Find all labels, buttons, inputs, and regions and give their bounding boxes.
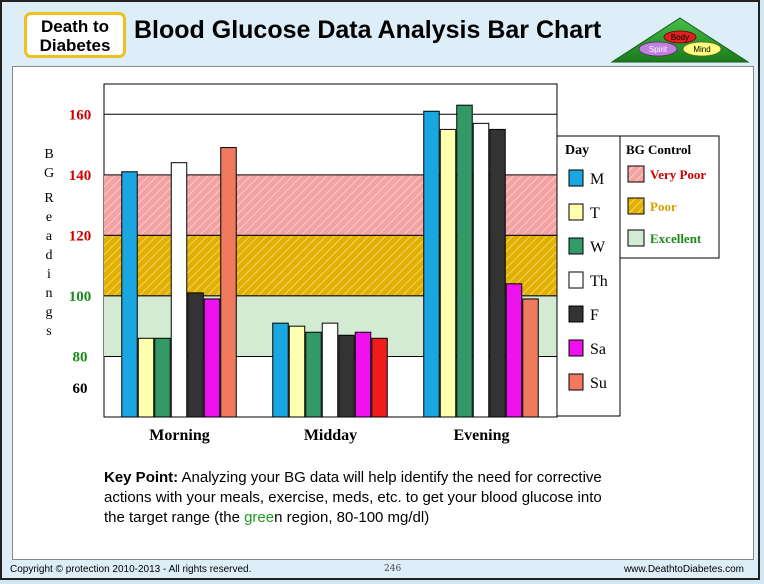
bar-morning-w bbox=[154, 337, 171, 418]
y-axis-title-char: a bbox=[46, 229, 53, 244]
y-axis-title-char: g bbox=[46, 305, 53, 320]
bar-morning-sa bbox=[203, 298, 221, 418]
bar-midday-m bbox=[272, 322, 289, 418]
pyramid-body-label: Body bbox=[671, 33, 689, 42]
legend-label-t: T bbox=[590, 205, 600, 222]
body-spirit-mind-pyramid: Body Spirit Mind bbox=[610, 17, 750, 63]
y-axis-title-char: n bbox=[46, 286, 53, 301]
bar-morning-t bbox=[137, 337, 155, 418]
legend-label-su: Su bbox=[590, 375, 607, 392]
bar-evening-t bbox=[439, 128, 457, 418]
bg-control-legend-title: BG Control bbox=[626, 142, 692, 157]
bar-evening-sa bbox=[505, 283, 523, 418]
y-tick-label: 80 bbox=[73, 349, 88, 365]
y-axis-title-char: i bbox=[47, 267, 51, 282]
y-tick-label: 120 bbox=[69, 228, 92, 244]
key-point-end: n region, 80-100 mg/dl) bbox=[274, 509, 430, 526]
bar-evening-su bbox=[522, 298, 539, 418]
bg-control-label: Excellent bbox=[650, 231, 702, 246]
y-axis-title-char: B bbox=[44, 147, 53, 162]
bar-morning-m bbox=[121, 171, 138, 418]
x-tick-label: Midday bbox=[304, 427, 357, 444]
bar-morning-th bbox=[170, 162, 188, 418]
website-link[interactable]: www.DeathtoDiabetes.com bbox=[623, 564, 744, 575]
page-number: 246 bbox=[384, 564, 402, 574]
pyramid-mind-label: Mind bbox=[693, 45, 710, 54]
page-title: Blood Glucose Data Analysis Bar Chart bbox=[134, 16, 602, 44]
bg-control-swatch bbox=[627, 229, 645, 247]
legend-swatch-su bbox=[568, 373, 584, 391]
bar-evening-m bbox=[423, 110, 440, 418]
logo-line-1: Death to bbox=[41, 17, 109, 36]
bg-control-swatch bbox=[627, 165, 645, 183]
x-tick-label: Evening bbox=[453, 427, 509, 444]
bar-midday-f bbox=[338, 334, 355, 418]
y-tick-label: 160 bbox=[69, 107, 92, 123]
y-axis-title-char: s bbox=[46, 324, 51, 339]
legend-swatch-t bbox=[568, 203, 584, 221]
legend-swatch-m bbox=[568, 169, 584, 187]
key-point-body: Analyzing your BG data will help identif… bbox=[104, 469, 602, 526]
legend-label-w: W bbox=[590, 239, 606, 256]
pyramid-spirit-label: Spirit bbox=[649, 45, 668, 54]
bar-evening-th bbox=[472, 122, 490, 418]
y-tick-label: 100 bbox=[69, 289, 92, 305]
legend-swatch-w bbox=[568, 237, 584, 255]
bar-morning-f bbox=[187, 292, 204, 418]
legend-swatch-sa bbox=[568, 339, 584, 357]
copyright-text: Copyright © protection 2010-2013 - All r… bbox=[10, 564, 252, 575]
y-axis-title-char: G bbox=[44, 166, 54, 181]
day-legend bbox=[556, 135, 621, 417]
bar-evening-f bbox=[489, 128, 506, 418]
legend-label-m: M bbox=[590, 171, 604, 188]
y-tick-label: 60 bbox=[73, 381, 88, 397]
day-legend-title: Day bbox=[565, 143, 589, 158]
x-tick-label: Morning bbox=[149, 427, 209, 444]
legend-swatch-f bbox=[568, 305, 584, 323]
legend-label-sa: Sa bbox=[590, 341, 606, 358]
bar-midday-t bbox=[288, 325, 306, 418]
y-axis-title-char: e bbox=[46, 210, 52, 225]
legend-label-f: F bbox=[590, 307, 599, 324]
legend-label-th: Th bbox=[590, 273, 608, 290]
bar-midday-su bbox=[371, 337, 388, 418]
bar-morning-su bbox=[220, 147, 237, 418]
bg-control-swatch bbox=[627, 197, 645, 215]
key-point-label: Key Point: bbox=[104, 469, 179, 486]
key-point-green-word: gree bbox=[244, 509, 275, 526]
death-to-diabetes-logo: Death to Diabetes bbox=[24, 12, 126, 58]
bar-evening-w bbox=[456, 104, 473, 418]
y-axis-title-char: d bbox=[46, 248, 53, 263]
key-point-text: Key Point: Analyzing your BG data will h… bbox=[104, 468, 604, 528]
bar-midday-sa bbox=[354, 331, 372, 418]
y-axis-title-char: R bbox=[44, 191, 54, 206]
bg-bar-chart: Morning Midday Evening 160 140 120 100 80 60 BGRe… bbox=[44, 83, 720, 444]
y-tick-label: 140 bbox=[69, 168, 92, 184]
logo-line-2: Diabetes bbox=[39, 36, 111, 55]
bar-midday-th bbox=[321, 322, 339, 418]
bg-control-label: Very Poor bbox=[650, 167, 706, 182]
bg-control-label: Poor bbox=[650, 199, 677, 214]
bar-midday-w bbox=[305, 331, 322, 418]
legend-swatch-th bbox=[568, 271, 584, 289]
